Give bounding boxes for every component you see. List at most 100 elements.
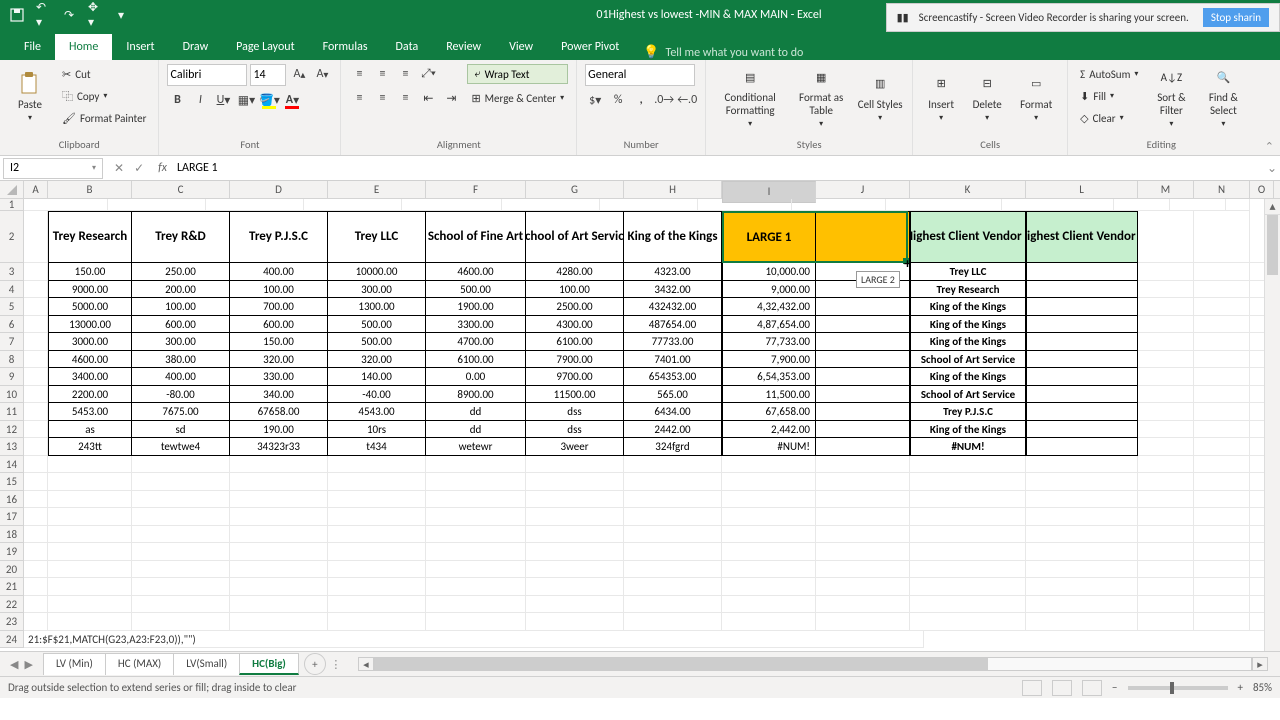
delete-cells-button[interactable]: ⊟Delete▾ [967,64,1007,130]
cell[interactable]: 7401.00 [624,351,722,369]
cell[interactable]: 4600.00 [426,263,526,281]
cell[interactable] [426,456,526,474]
cell[interactable]: 8900.00 [426,386,526,404]
orientation-icon[interactable]: ⤢▾ [418,64,438,84]
row-header[interactable]: 8 [0,351,24,369]
cell[interactable] [1026,351,1138,369]
cell[interactable] [230,578,328,596]
cell[interactable]: 4280.00 [526,263,624,281]
cell[interactable]: Trey Research [48,211,132,263]
percent-icon[interactable]: % [608,90,628,110]
zoom-out-icon[interactable]: − [1112,681,1117,694]
cell[interactable] [328,596,426,614]
row-header[interactable]: 13 [0,438,24,456]
cell[interactable] [722,613,816,631]
select-all-corner[interactable] [0,181,24,198]
row-header[interactable]: 6 [0,316,24,334]
cell[interactable] [1026,421,1138,439]
cell[interactable] [1194,386,1250,404]
cell[interactable] [816,386,910,404]
indent-dec-icon[interactable]: ⇤ [418,88,438,108]
cell[interactable]: School of Art Service [526,211,624,263]
cell[interactable] [1194,578,1250,596]
cell[interactable]: 4543.00 [328,403,426,421]
cell[interactable]: 3300.00 [426,316,526,334]
cell[interactable] [526,491,624,509]
tab-formulas[interactable]: Formulas [309,34,382,60]
cell[interactable] [328,543,426,561]
cell[interactable] [24,456,48,474]
cell[interactable] [722,561,816,579]
cell[interactable] [722,473,816,491]
cell[interactable]: 500.00 [328,333,426,351]
cell[interactable] [24,613,48,631]
cell[interactable] [1026,316,1138,334]
cell[interactable]: 2500.00 [526,298,624,316]
cell[interactable]: 150.00 [48,263,132,281]
cell[interactable] [816,456,910,474]
cell[interactable] [24,199,108,211]
scroll-left-icon[interactable]: ◂ [358,657,374,671]
column-header[interactable]: O [1250,181,1274,198]
cell[interactable] [910,508,1026,526]
cell[interactable] [624,508,722,526]
cell[interactable] [1194,211,1250,263]
tab-review[interactable]: Review [432,34,495,60]
cell[interactable] [502,199,600,211]
row-header[interactable]: 14 [0,456,24,474]
cell[interactable]: 250.00 [132,263,230,281]
cell[interactable] [816,421,910,439]
cell[interactable] [1026,298,1138,316]
cell[interactable] [132,473,230,491]
cell[interactable] [1194,596,1250,614]
cell[interactable] [910,613,1026,631]
cell[interactable] [1194,368,1250,386]
cell[interactable] [328,613,426,631]
cell[interactable] [600,199,698,211]
cell[interactable]: 3000.00 [48,333,132,351]
column-header[interactable]: A [24,181,48,198]
cell[interactable] [526,613,624,631]
cell[interactable]: Trey Research [910,281,1026,299]
tab-page-layout[interactable]: Page Layout [222,34,308,60]
cell[interactable]: Highest Client Vendor 1 [910,211,1026,263]
cell[interactable]: 77733.00 [624,333,722,351]
cell[interactable] [624,473,722,491]
cell[interactable] [722,456,816,474]
column-header[interactable]: N [1194,181,1250,198]
cell[interactable] [816,368,910,386]
cell[interactable] [816,298,910,316]
cell[interactable] [816,491,910,509]
cell[interactable] [132,596,230,614]
copy-button[interactable]: ⿻Copy▾ [58,86,150,106]
grow-font-icon[interactable]: A▴ [289,64,309,84]
cell[interactable]: King of the Kings [910,368,1026,386]
cell[interactable] [1138,438,1194,456]
align-left-icon[interactable]: ≡ [349,88,369,108]
cell[interactable] [1138,526,1194,544]
cell[interactable] [132,456,230,474]
cell[interactable]: 4300.00 [526,316,624,334]
cell[interactable] [328,526,426,544]
cell[interactable] [816,508,910,526]
cell[interactable] [1002,199,1114,211]
cell[interactable] [230,456,328,474]
hscroll-thumb[interactable] [375,658,988,670]
cell[interactable]: Trey LLC [910,263,1026,281]
cell[interactable] [24,351,48,369]
autosum-button[interactable]: ΣAutoSum▾ [1076,64,1142,84]
row-header[interactable]: 20 [0,561,24,579]
indent-inc-icon[interactable]: ⇥ [441,88,461,108]
row-header[interactable]: 22 [0,596,24,614]
cell[interactable] [24,596,48,614]
cell[interactable] [230,473,328,491]
cell[interactable] [1138,298,1194,316]
cell[interactable] [910,456,1026,474]
cell[interactable] [722,508,816,526]
cell[interactable]: 67,658.00 [722,403,816,421]
border-icon[interactable]: ▦▾ [236,90,256,110]
cell[interactable]: 4700.00 [426,333,526,351]
row-header[interactable]: 19 [0,543,24,561]
sheet-tab[interactable]: LV(Small) [173,653,240,675]
cell[interactable] [698,199,792,211]
